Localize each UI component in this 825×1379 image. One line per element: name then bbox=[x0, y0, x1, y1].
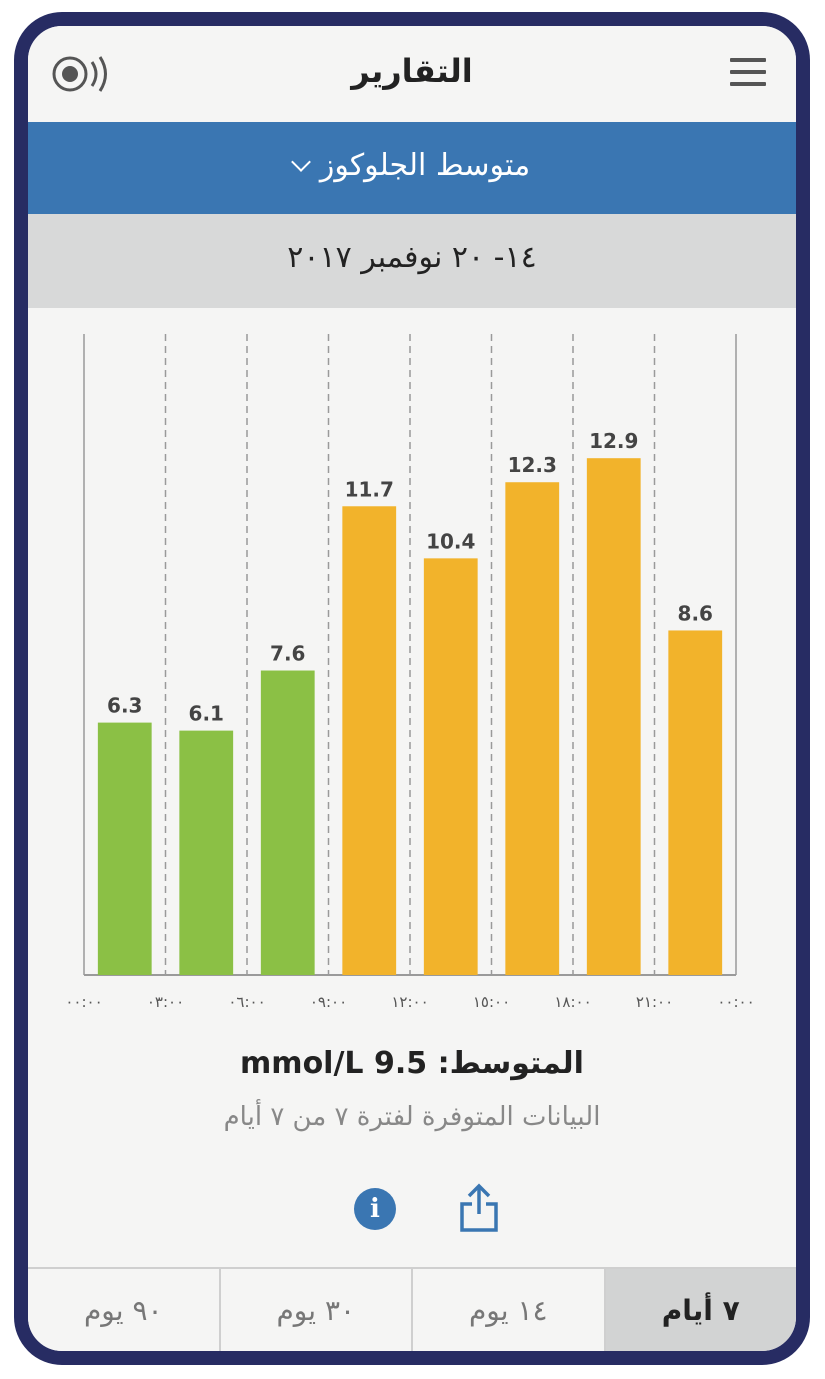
report-type-label: متوسط الجلوكوز bbox=[319, 148, 531, 183]
bar bbox=[97, 722, 152, 975]
bar bbox=[260, 670, 315, 975]
x-tick-label: ٢١:٠٠ bbox=[636, 993, 673, 1011]
bar-value-label: 7.6 bbox=[270, 642, 305, 666]
x-tick-label: ٠٠:٠٠ bbox=[717, 993, 754, 1011]
bar bbox=[342, 506, 397, 975]
bar-value-label: 6.1 bbox=[189, 702, 224, 726]
average-summary: المتوسط: 9.5 mmol/L bbox=[240, 1046, 584, 1081]
info-icon[interactable]: i bbox=[354, 1188, 396, 1230]
x-tick-label: ١٨:٠٠ bbox=[554, 993, 591, 1011]
date-range-bar: ١٤- ٢٠ نوفمبر ٢٠١٧ bbox=[28, 214, 796, 308]
report-type-dropdown[interactable]: متوسط الجلوكوز bbox=[28, 122, 796, 214]
chevron-down-icon bbox=[290, 152, 311, 172]
share-icon[interactable] bbox=[458, 1182, 500, 1234]
period-tabs: ٩٠ يوم ٣٠ يوم ١٤ يوم ٧ أيام bbox=[28, 1267, 796, 1351]
x-tick-label: ٠٦:٠٠ bbox=[228, 993, 265, 1011]
x-tick-label: ٠٠:٠٠ bbox=[65, 993, 102, 1011]
x-tick-label: ٠٣:٠٠ bbox=[147, 993, 184, 1011]
tab-period[interactable]: ٧ أيام bbox=[603, 1269, 796, 1351]
tab-period[interactable]: ٣٠ يوم bbox=[218, 1269, 411, 1351]
bar-value-label: 6.3 bbox=[107, 694, 142, 718]
data-availability: البيانات المتوفرة لفترة ٧ من ٧ أيام bbox=[223, 1102, 601, 1132]
bar bbox=[586, 458, 641, 976]
bar-value-label: 10.4 bbox=[426, 529, 475, 553]
bar bbox=[505, 482, 560, 975]
x-tick-label: ١٥:٠٠ bbox=[473, 993, 510, 1011]
app-header: التقارير bbox=[28, 26, 796, 122]
tab-period[interactable]: ١٤ يوم bbox=[411, 1269, 604, 1351]
bar bbox=[179, 730, 234, 975]
x-tick-label: ١٢:٠٠ bbox=[391, 993, 428, 1011]
bar-value-label: 8.6 bbox=[678, 601, 713, 625]
bar bbox=[668, 630, 723, 975]
x-tick-label: ٠٩:٠٠ bbox=[310, 993, 347, 1011]
menu-icon[interactable] bbox=[730, 58, 766, 86]
tab-period[interactable]: ٩٠ يوم bbox=[28, 1269, 219, 1351]
bar bbox=[423, 558, 478, 975]
page-title: التقارير bbox=[351, 52, 473, 90]
sensor-icon[interactable] bbox=[52, 52, 116, 96]
bar-value-label: 12.3 bbox=[508, 453, 557, 477]
bar-value-label: 11.7 bbox=[345, 477, 394, 501]
bar-value-label: 12.9 bbox=[589, 429, 638, 453]
glucose-bar-chart: 6.3 6.1 7.6 11.7 10.4 12.3 12.9 8.6 ٠٠:٠٠ ٠٣:٠٠ ٠٦… bbox=[65, 334, 755, 1011]
phone-screen: التقارير متوسط الجلوكوز ١٤- ٢٠ نوفمبر ٢٠… bbox=[14, 12, 810, 1365]
date-range: ١٤- ٢٠ نوفمبر ٢٠١٧ bbox=[287, 240, 537, 275]
